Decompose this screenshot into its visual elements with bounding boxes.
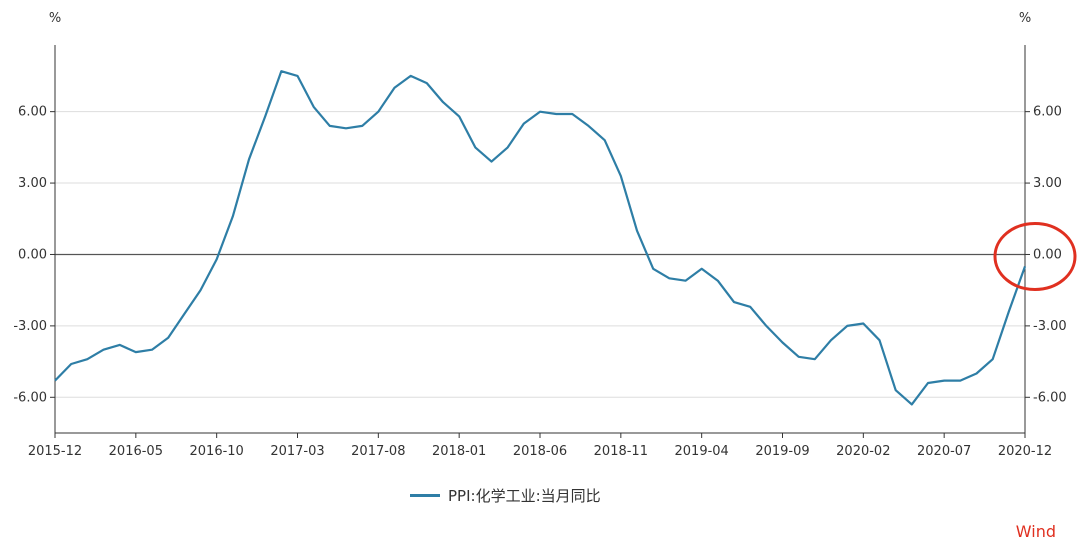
x-tick-label: 2016-10 [190, 444, 244, 459]
series-line-0 [54, 70, 1027, 406]
x-tick-label: 2019-09 [755, 444, 809, 459]
legend-swatch [410, 494, 440, 497]
x-tick-label: 2017-08 [351, 444, 405, 459]
x-tick-label: 2016-05 [109, 444, 163, 459]
x-tick-label: 2020-07 [917, 444, 971, 459]
left-axis-unit: % [49, 11, 61, 26]
left-y-tick-label: -6.00 [13, 390, 47, 405]
source-label: Wind [1015, 522, 1056, 541]
x-tick-label: 2018-06 [513, 444, 567, 459]
legend-label: PPI:化学工业:当月同比 [448, 487, 601, 505]
x-tick-label: 2020-12 [998, 444, 1052, 459]
annotation-circle [993, 221, 1077, 291]
legend: PPI:化学工业:当月同比 [410, 485, 601, 506]
left-y-tick-label: 0.00 [18, 247, 47, 262]
x-tick-label: 2020-02 [836, 444, 890, 459]
x-tick-label: 2015-12 [28, 444, 82, 459]
right-y-tick-label: 3.00 [1033, 176, 1062, 191]
x-tick-label: 2019-04 [675, 444, 729, 459]
x-tick-label: 2018-11 [594, 444, 648, 459]
left-y-tick-label: -3.00 [13, 319, 47, 334]
left-y-tick-label: 6.00 [18, 105, 47, 120]
right-axis-unit: % [1019, 11, 1031, 26]
left-y-tick-label: 3.00 [18, 176, 47, 191]
x-tick-label: 2017-03 [270, 444, 324, 459]
right-y-tick-label: -3.00 [1033, 319, 1067, 334]
right-y-tick-label: -6.00 [1033, 390, 1067, 405]
right-y-tick-label: 0.00 [1033, 247, 1062, 262]
x-tick-label: 2018-01 [432, 444, 486, 459]
right-y-tick-label: 6.00 [1033, 105, 1062, 120]
